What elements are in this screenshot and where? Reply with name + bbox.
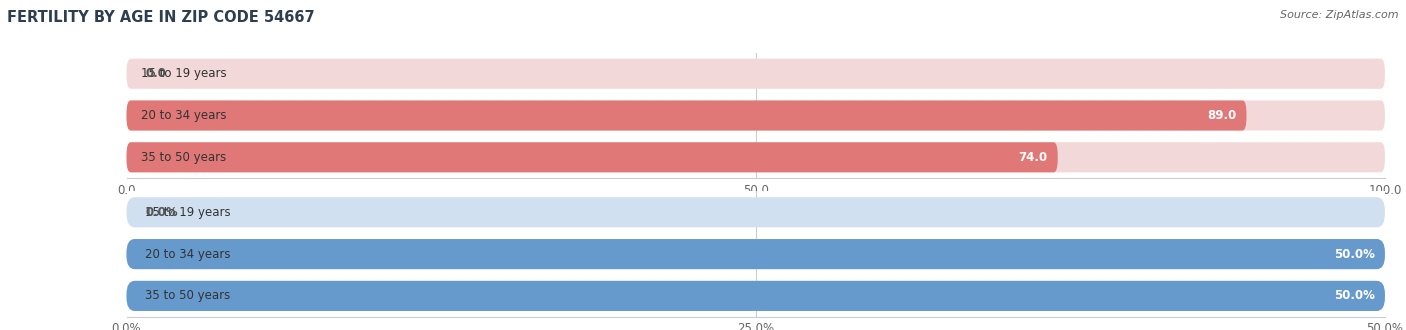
FancyBboxPatch shape [127,100,1247,131]
FancyBboxPatch shape [127,100,1385,131]
FancyBboxPatch shape [127,239,1385,269]
Text: 35 to 50 years: 35 to 50 years [145,289,231,302]
Text: 89.0: 89.0 [1208,109,1236,122]
FancyBboxPatch shape [127,281,1385,311]
FancyBboxPatch shape [127,142,1057,172]
FancyBboxPatch shape [127,142,1385,172]
Text: 0.0: 0.0 [145,67,166,80]
FancyBboxPatch shape [127,239,1385,269]
Text: 50.0%: 50.0% [1334,248,1375,261]
FancyBboxPatch shape [127,281,1385,311]
Text: 15 to 19 years: 15 to 19 years [141,67,226,80]
Text: 0.0%: 0.0% [145,206,179,219]
FancyBboxPatch shape [127,59,1385,89]
FancyBboxPatch shape [127,197,1385,227]
Text: 50.0%: 50.0% [1334,289,1375,302]
Text: 15 to 19 years: 15 to 19 years [145,206,231,219]
Text: 74.0: 74.0 [1018,151,1047,164]
Text: 20 to 34 years: 20 to 34 years [141,109,226,122]
Text: 35 to 50 years: 35 to 50 years [141,151,226,164]
Text: FERTILITY BY AGE IN ZIP CODE 54667: FERTILITY BY AGE IN ZIP CODE 54667 [7,10,315,25]
Text: Source: ZipAtlas.com: Source: ZipAtlas.com [1281,10,1399,20]
Text: 20 to 34 years: 20 to 34 years [145,248,231,261]
